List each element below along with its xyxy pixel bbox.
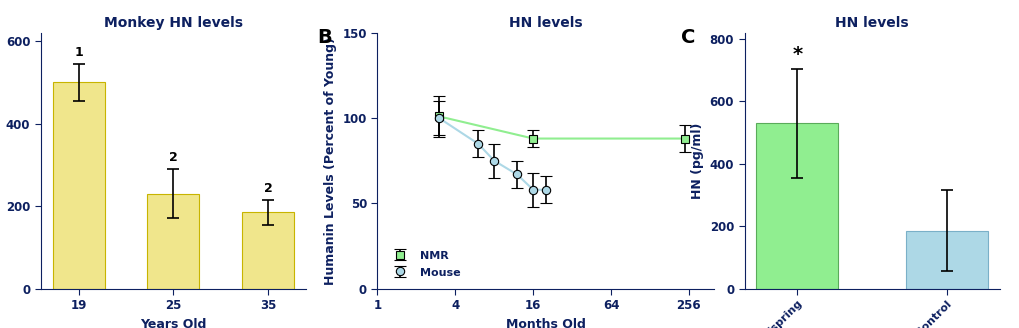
Bar	[148, 194, 199, 289]
Legend: NMR, Mouse: NMR, Mouse	[382, 245, 466, 283]
Bar	[242, 212, 293, 289]
Text: 2: 2	[263, 182, 272, 195]
Text: 1: 1	[74, 46, 84, 59]
Title: HN levels: HN levels	[835, 16, 908, 30]
Text: C: C	[681, 28, 695, 47]
X-axis label: Years Old: Years Old	[140, 318, 207, 328]
Y-axis label: Humanin Levels (Percent of Young): Humanin Levels (Percent of Young)	[324, 37, 336, 285]
Title: HN levels: HN levels	[508, 16, 582, 30]
Y-axis label: HN (pg/ml): HN (pg/ml)	[691, 123, 703, 199]
Text: B: B	[317, 28, 331, 47]
X-axis label: Months Old: Months Old	[505, 318, 585, 328]
Text: *: *	[792, 45, 802, 64]
Bar	[755, 123, 838, 289]
Text: 2: 2	[169, 151, 177, 164]
Bar	[905, 231, 987, 289]
Title: Monkey HN levels: Monkey HN levels	[104, 16, 243, 30]
Bar	[53, 82, 105, 289]
